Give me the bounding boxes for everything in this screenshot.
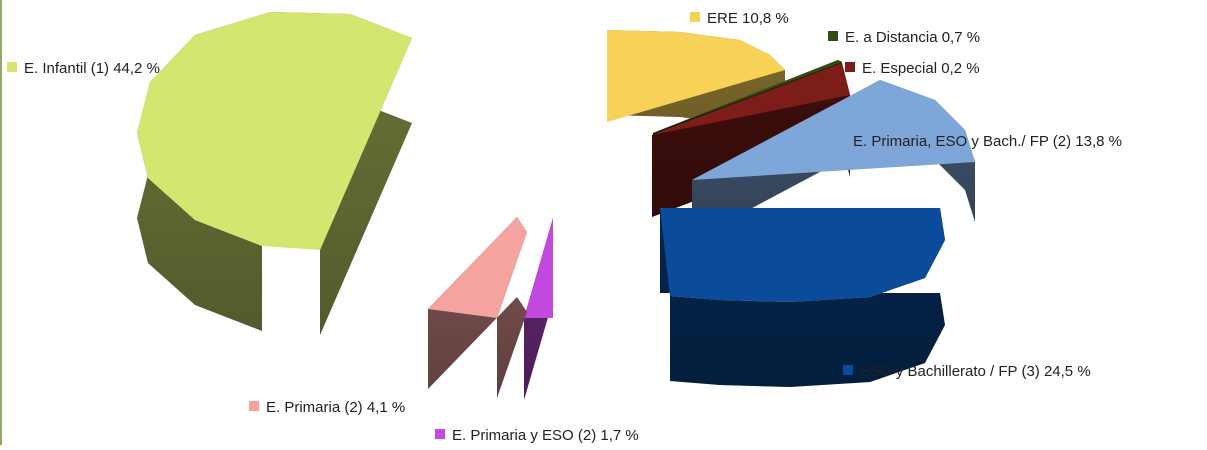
label-infantil-text: E. Infantil (1) 44,2 % [24, 60, 160, 77]
label-distancia-marker [828, 31, 838, 41]
label-infantil: E. Infantil (1) 44,2 % [7, 60, 160, 77]
slice-primaria [428, 217, 527, 398]
label-ere: ERE 10,8 % [690, 10, 789, 27]
slice-distancia-top [653, 60, 842, 133]
label-prim_eso: E. Primaria y ESO (2) 1,7 % [435, 427, 639, 444]
chart-border [0, 0, 2, 445]
label-prim_eso-text: E. Primaria y ESO (2) 1,7 % [452, 427, 639, 444]
slice-infantil-top [137, 12, 412, 250]
label-eso_bach-marker [843, 365, 853, 375]
label-eso_bach-text: ESO y Bachillerato / FP (3) 24,5 % [860, 363, 1091, 380]
label-especial-text: E. Especial 0,2 % [862, 60, 980, 77]
label-primaria: E. Primaria (2) 4,1 % [249, 399, 405, 416]
labels-layer: E. Infantil (1) 44,2 % ERE 10,8 % E. a Dis… [7, 10, 1122, 444]
label-distancia: E. a Distancia 0,7 % [828, 29, 980, 46]
slice-prim_eso_bach [692, 80, 975, 240]
label-prim_eso-marker [435, 429, 445, 439]
label-ere-text: ERE 10,8 % [707, 10, 789, 27]
slice-prim_eso_bach-top [692, 80, 975, 180]
label-infantil-marker [7, 62, 17, 72]
slice-eso_bach-top [660, 208, 945, 302]
label-primaria-text: E. Primaria (2) 4,1 % [266, 399, 405, 416]
slice-prim_eso-top [524, 218, 553, 318]
label-distancia-text: E. a Distancia 0,7 % [845, 29, 980, 46]
slice-infantil [137, 12, 412, 335]
label-prim_eso_bach-marker [836, 135, 846, 145]
slice-especial-top [652, 63, 850, 135]
label-ere-marker [690, 12, 700, 22]
label-prim_eso_bach: E. Primaria, ESO y Bach./ FP (2) 13,8 % [836, 133, 1122, 150]
slice-ere-top [607, 30, 785, 122]
slices-layer [137, 12, 975, 400]
slice-primaria-top [428, 217, 527, 318]
label-especial: E. Especial 0,2 % [845, 60, 980, 77]
slice-prim_eso [524, 218, 553, 400]
label-eso_bach: ESO y Bachillerato / FP (3) 24,5 % [843, 363, 1091, 380]
label-primaria-marker [249, 401, 259, 411]
label-prim_eso_bach-text: E. Primaria, ESO y Bach./ FP (2) 13,8 % [853, 133, 1122, 150]
label-especial-marker [845, 62, 855, 72]
slice-eso_bach [660, 208, 945, 387]
